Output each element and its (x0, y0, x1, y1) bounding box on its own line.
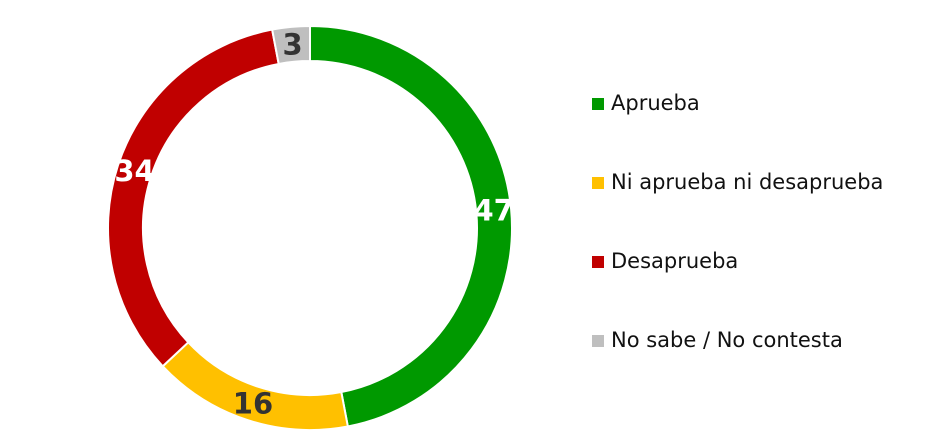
slice (107, 28, 280, 368)
value-label: 3 (283, 27, 303, 61)
value-label: 47 (474, 194, 514, 228)
legend-swatch (592, 335, 604, 347)
slice (309, 24, 513, 428)
legend-swatch (592, 177, 604, 189)
legend-swatch (592, 98, 604, 110)
legend-label: No sabe / No contesta (611, 328, 843, 352)
value-label: 34 (114, 154, 154, 188)
legend-label: Aprueba (611, 91, 700, 115)
legend-label: Ni aprueba ni desaprueba (611, 170, 883, 194)
legend-swatch (592, 256, 604, 268)
value-label: 16 (233, 386, 273, 420)
legend-label: Desaprueba (611, 249, 738, 273)
slice (270, 24, 311, 66)
